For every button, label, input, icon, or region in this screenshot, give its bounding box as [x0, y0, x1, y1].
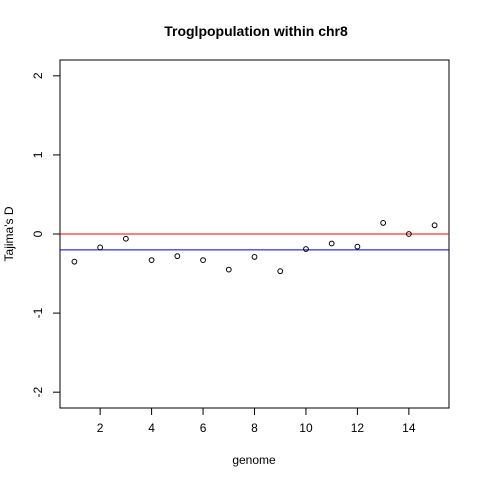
- x-tick-label: 14: [402, 421, 416, 435]
- y-tick-label: 0: [31, 230, 45, 237]
- y-tick-label: 2: [31, 72, 45, 79]
- data-point: [251, 254, 258, 260]
- data-point: [148, 257, 155, 264]
- x-axis: 2 4 6 8 10 12 14: [97, 408, 416, 435]
- data-point: [200, 257, 206, 264]
- data-point: [97, 244, 104, 251]
- data-point: [225, 266, 232, 273]
- x-tick-label: 2: [97, 421, 104, 435]
- data-point: [405, 231, 412, 237]
- chart-title: Troglpopulation within chr8: [164, 23, 348, 39]
- data-point: [354, 243, 361, 250]
- reference-lines: [60, 233, 449, 251]
- y-axis: -2 -1 0 1 2: [31, 72, 60, 398]
- data-points: [71, 220, 438, 275]
- x-tick-label: 12: [351, 421, 365, 435]
- y-axis-label: Tajima's D: [2, 206, 16, 261]
- data-point: [174, 253, 181, 260]
- data-point: [303, 246, 309, 252]
- x-tick-label: 6: [200, 421, 207, 435]
- y-tick-label: 1: [31, 151, 45, 158]
- y-tick-label: -2: [31, 387, 45, 398]
- x-tick-label: 4: [148, 421, 155, 435]
- data-point: [328, 240, 335, 247]
- y-tick-label: -1: [31, 307, 45, 318]
- data-point: [431, 222, 438, 229]
- data-point: [380, 220, 387, 226]
- data-point: [277, 268, 284, 275]
- x-tick-label: 10: [299, 421, 313, 435]
- x-axis-label: genome: [232, 453, 276, 467]
- data-point: [71, 258, 78, 265]
- data-point: [122, 235, 129, 242]
- x-tick-label: 8: [251, 421, 258, 435]
